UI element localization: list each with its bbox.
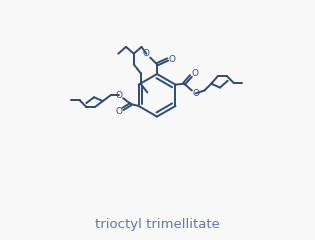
Text: O: O bbox=[191, 69, 198, 78]
Text: O: O bbox=[168, 55, 175, 64]
Text: O: O bbox=[192, 89, 199, 98]
Text: O: O bbox=[116, 107, 123, 116]
Text: trioctyl trimellitate: trioctyl trimellitate bbox=[94, 218, 220, 231]
Text: O: O bbox=[116, 91, 123, 100]
Text: O: O bbox=[143, 49, 150, 58]
